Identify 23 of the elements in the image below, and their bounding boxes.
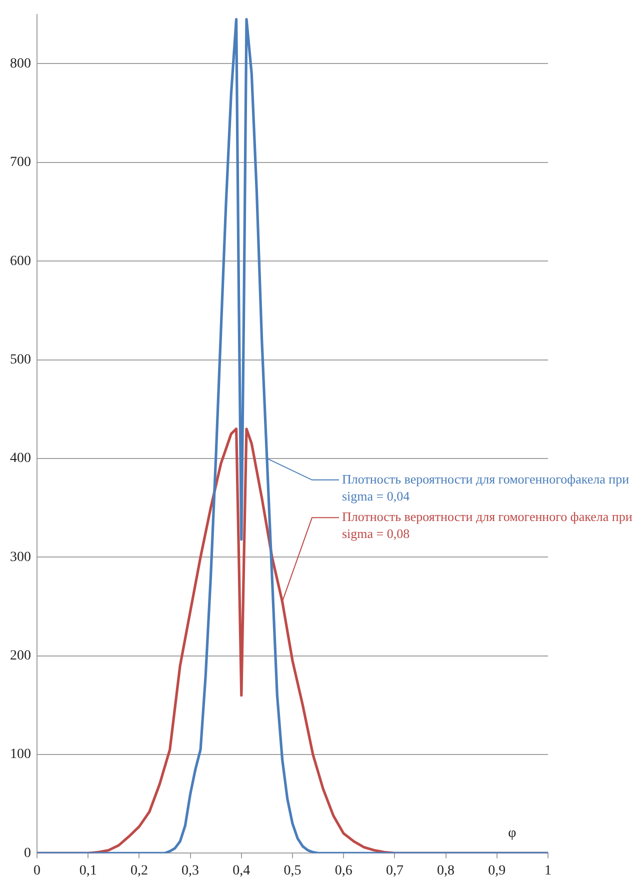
x-tick-label: 0,1 bbox=[79, 863, 97, 878]
y-tick-label: 100 bbox=[10, 747, 31, 762]
y-tick-label: 0 bbox=[24, 846, 31, 861]
text: Плотность вероятности для гомогенногофакела при sigma = 0,04 bbox=[342, 471, 630, 504]
y-tick-label: 600 bbox=[10, 254, 31, 269]
x-tick-label: 0,4 bbox=[232, 863, 250, 878]
y-tick-label: 200 bbox=[10, 648, 31, 664]
y-tick-label: 700 bbox=[10, 155, 31, 170]
y-tick-label: 800 bbox=[10, 56, 31, 72]
y-tick-label: 300 bbox=[10, 550, 31, 565]
x-tick-label: 1 bbox=[544, 863, 552, 878]
x-tick-label: 0,7 bbox=[386, 863, 404, 878]
y-tick-label: 400 bbox=[10, 451, 31, 466]
x-tick-label: 0,6 bbox=[334, 863, 352, 878]
x-tick-label: 0,8 bbox=[437, 863, 455, 878]
x-tick-label: 0,3 bbox=[182, 863, 200, 878]
text: Плотность вероятности для гомогенного факела при sigma = 0,08 bbox=[342, 509, 632, 542]
x-axis-title: φ bbox=[508, 826, 516, 842]
y-tick-label: 500 bbox=[10, 352, 31, 368]
x-tick-label: 0 bbox=[34, 863, 40, 878]
x-tick-label: 0,2 bbox=[130, 863, 148, 878]
x-tick-label: 0,9 bbox=[488, 863, 506, 878]
x-tick-label: 0,5 bbox=[284, 863, 302, 878]
